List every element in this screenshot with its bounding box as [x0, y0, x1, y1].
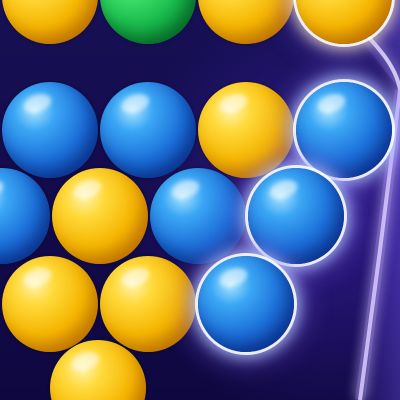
- bubble-blue: [198, 256, 294, 352]
- bubble-yellow: [100, 256, 196, 352]
- bubble-blue: [296, 82, 392, 178]
- bubble-green: [100, 0, 196, 44]
- bubble-blue: [150, 168, 246, 264]
- bubble-yellow: [2, 0, 98, 44]
- bubble-blue: [248, 168, 344, 264]
- bubble-yellow: [296, 0, 392, 44]
- bubble-blue: [0, 168, 50, 264]
- bubble-blue: [2, 82, 98, 178]
- bubble-yellow: [2, 256, 98, 352]
- bubble-yellow: [198, 82, 294, 178]
- bubble-yellow: [198, 0, 294, 44]
- bubble-blue: [100, 82, 196, 178]
- bubble-yellow: [52, 168, 148, 264]
